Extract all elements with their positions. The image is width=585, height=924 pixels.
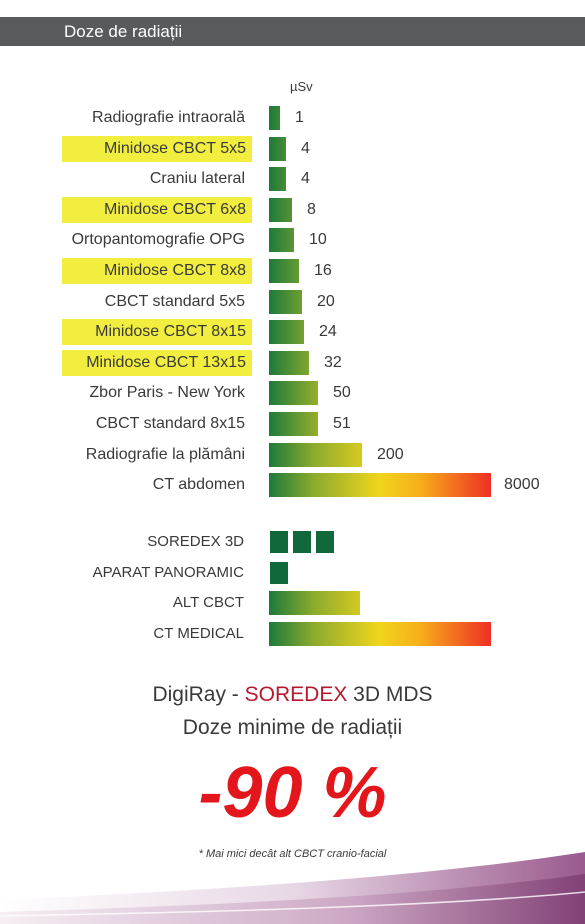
section-header: Doze de radiații (0, 17, 585, 46)
value-label: 1 (295, 109, 304, 126)
product-prefix: DigiRay - (152, 683, 245, 706)
category-label: Ortopantomografie OPG (71, 231, 245, 248)
value-label: 8000 (504, 476, 540, 493)
value-label: 4 (301, 170, 310, 187)
dose-bar (269, 167, 286, 191)
dose-bar (269, 106, 280, 130)
dose-block (316, 531, 334, 553)
dose-bar (269, 473, 491, 497)
comparison-label: ALT CBCT (172, 594, 244, 611)
category-label: CT abdomen (152, 476, 245, 493)
comparison-label: APARAT PANORAMIC (92, 564, 244, 581)
category-label: Minidose CBCT 8x15 (62, 319, 252, 345)
category-label: Minidose CBCT 6x8 (62, 197, 252, 223)
unit-label: µSv (290, 79, 313, 94)
dose-block (293, 531, 311, 553)
dose-bar (269, 259, 299, 283)
value-label: 200 (377, 446, 404, 463)
value-label: 51 (333, 415, 351, 432)
comparison-bar (269, 591, 360, 615)
comparison-bar (269, 622, 491, 646)
product-suffix: 3D MDS (347, 683, 433, 706)
value-label: 10 (309, 231, 327, 248)
dose-bar (269, 228, 294, 252)
dose-bar (269, 137, 286, 161)
dose-bar (269, 381, 318, 405)
category-label: Minidose CBCT 13x15 (62, 350, 252, 376)
footnote: * Mai mici decât alt CBCT cranio-facial (198, 848, 387, 860)
reduction-percentage: -90 % (198, 753, 387, 833)
dose-bar (269, 412, 318, 436)
value-label: 16 (314, 262, 332, 279)
value-label: 50 (333, 384, 351, 401)
value-label: 32 (324, 354, 342, 371)
category-label: Craniu lateral (149, 170, 245, 187)
value-label: 24 (319, 323, 337, 340)
decorative-swoosh (0, 852, 585, 924)
section-title: Doze de radiații (64, 22, 183, 41)
category-label: Radiografie la plămâni (85, 446, 245, 463)
comparison-label: SOREDEX 3D (147, 533, 244, 550)
value-label: 8 (307, 201, 316, 218)
category-label: Minidose CBCT 5x5 (62, 136, 252, 162)
dose-block (270, 562, 288, 584)
dose-block (270, 531, 288, 553)
category-label: Minidose CBCT 8x8 (62, 258, 252, 284)
category-label: CBCT standard 8x15 (95, 415, 245, 432)
dose-bar (269, 351, 309, 375)
product-subtitle: Doze minime de radiații (182, 716, 403, 739)
value-label: 20 (317, 293, 335, 310)
category-label: CBCT standard 5x5 (104, 293, 245, 310)
comparison-label: CT MEDICAL (153, 625, 244, 642)
value-label: 4 (301, 140, 310, 157)
dose-bar (269, 198, 292, 222)
dose-bar (269, 443, 362, 467)
dose-bar (269, 290, 302, 314)
dose-bar (269, 320, 304, 344)
category-label: Zbor Paris - New York (89, 384, 245, 401)
category-label: Radiografie intraorală (92, 109, 245, 126)
product-line: DigiRay - SOREDEX 3D MDS (0, 683, 585, 707)
brand-name: SOREDEX (244, 683, 348, 706)
